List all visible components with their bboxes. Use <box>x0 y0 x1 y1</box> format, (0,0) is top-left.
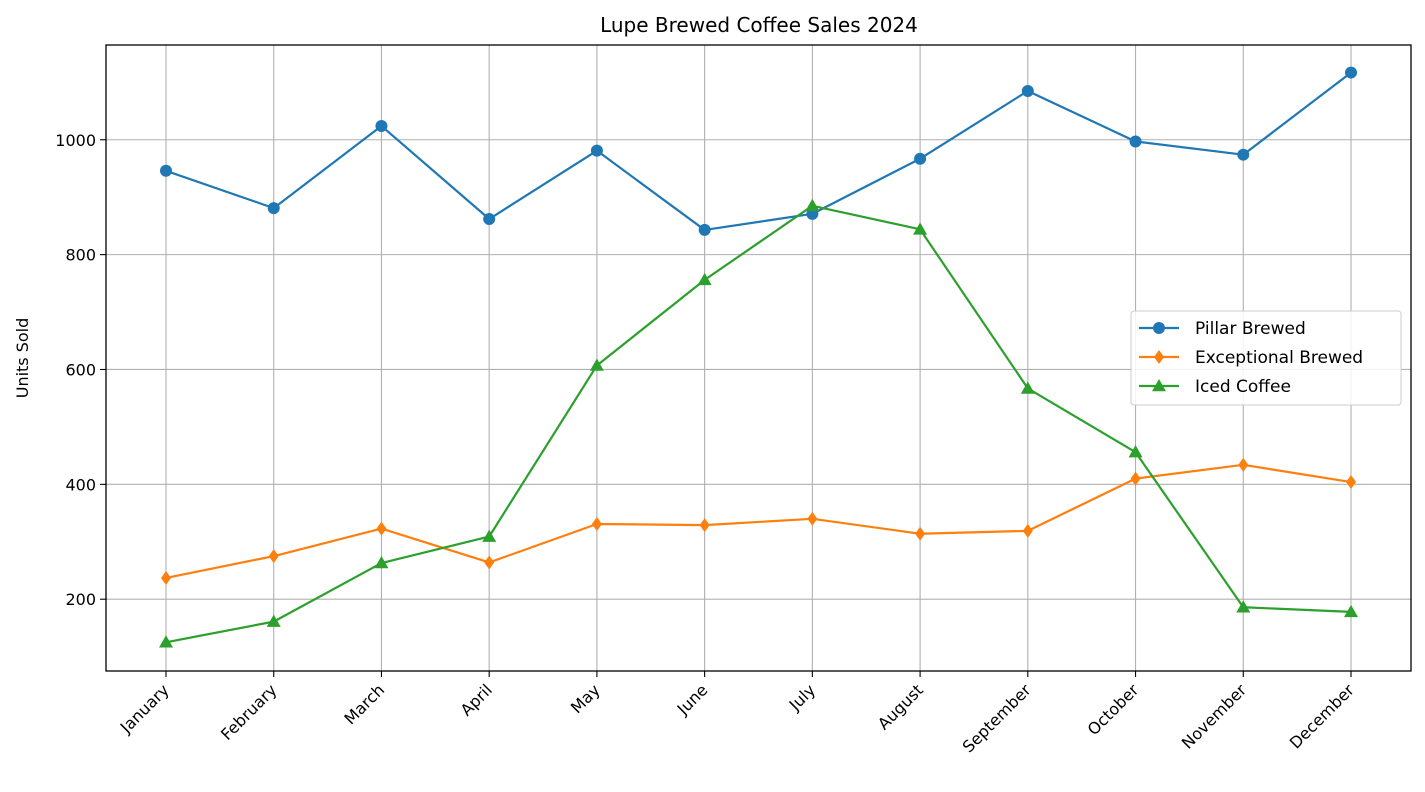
data-point-iced-coffee-december <box>1344 604 1358 618</box>
legend: Pillar Brewed Exceptional Brewed Iced Coff… <box>1130 310 1402 406</box>
x-tick-label-july: July <box>785 680 819 714</box>
data-point-pillar-brewed-april <box>483 213 496 226</box>
legend-marker-iced-coffee <box>1152 379 1166 392</box>
x-tick-label-february: February <box>217 680 281 744</box>
series-line-exceptional-brewed <box>165 463 1352 580</box>
y-axis-label: Units Sold <box>13 318 32 399</box>
x-tick-label-november: November <box>1178 680 1251 753</box>
data-point-exceptional-brewed-june <box>699 518 710 533</box>
plot-frame <box>105 44 1412 672</box>
data-point-exceptional-brewed-january <box>161 570 171 585</box>
legend-item-pillar-brewed: Pillar Brewed <box>1139 319 1306 339</box>
data-point-exceptional-brewed-february <box>268 549 279 564</box>
data-point-pillar-brewed-august <box>914 152 927 165</box>
x-tick-label-september: September <box>959 680 1035 756</box>
legend-item-iced-coffee: Iced Coffee <box>1139 377 1291 397</box>
data-point-pillar-brewed-february <box>267 202 280 215</box>
data-point-exceptional-brewed-december <box>1346 475 1356 490</box>
data-point-exceptional-brewed-november <box>1238 457 1249 472</box>
data-point-pillar-brewed-november <box>1237 148 1250 161</box>
y-tick-label-600: 600 <box>65 360 96 379</box>
data-point-iced-coffee-august <box>913 222 928 235</box>
legend-label-exceptional-brewed: Exceptional Brewed <box>1195 348 1363 368</box>
series-iced-coffee <box>159 198 1358 648</box>
y-tick-label-800: 800 <box>65 246 96 265</box>
data-point-pillar-brewed-january <box>160 164 172 177</box>
data-point-iced-coffee-october <box>1128 445 1143 458</box>
data-point-exceptional-brewed-september <box>1022 523 1033 538</box>
data-point-pillar-brewed-october <box>1129 135 1142 148</box>
data-point-exceptional-brewed-october <box>1130 471 1141 486</box>
data-point-pillar-brewed-may <box>590 144 603 157</box>
data-point-pillar-brewed-december <box>1345 66 1357 79</box>
chart-title: Lupe Brewed Coffee Sales 2024 <box>600 13 918 37</box>
legend-marker-pillar-brewed <box>1153 322 1165 334</box>
data-point-pillar-brewed-march <box>375 119 388 132</box>
y-tick-label-200: 200 <box>65 590 96 609</box>
series-line-iced-coffee <box>165 204 1352 644</box>
legend-box <box>1130 310 1402 406</box>
data-point-pillar-brewed-june <box>698 223 711 236</box>
y-tick-label-1000: 1000 <box>55 131 96 150</box>
x-tick-label-april: April <box>457 680 496 719</box>
data-point-iced-coffee-february <box>266 614 281 627</box>
series-exceptional-brewed <box>161 457 1356 585</box>
y-axis-ticks: 200 400 600 800 1000 <box>55 131 106 609</box>
legend-label-iced-coffee: Iced Coffee <box>1195 377 1291 397</box>
data-point-iced-coffee-may <box>589 358 604 371</box>
series-layer <box>159 66 1358 648</box>
legend-item-exceptional-brewed: Exceptional Brewed <box>1139 348 1363 368</box>
data-point-iced-coffee-september <box>1020 381 1035 394</box>
data-point-exceptional-brewed-july <box>807 511 818 526</box>
x-tick-label-october: October <box>1084 680 1143 739</box>
legend-label-pillar-brewed: Pillar Brewed <box>1195 319 1306 339</box>
data-point-iced-coffee-january <box>159 635 173 648</box>
x-tick-label-january: January <box>116 680 173 737</box>
data-point-exceptional-brewed-august <box>915 526 926 541</box>
data-point-exceptional-brewed-march <box>376 521 387 536</box>
legend-marker-exceptional-brewed <box>1154 350 1164 364</box>
x-tick-label-august: August <box>874 680 927 733</box>
x-tick-label-may: May <box>567 680 604 717</box>
data-point-exceptional-brewed-april <box>484 555 495 570</box>
data-point-iced-coffee-april <box>482 529 497 542</box>
data-point-iced-coffee-july <box>805 198 820 212</box>
data-point-exceptional-brewed-may <box>591 516 602 531</box>
y-tick-label-400: 400 <box>65 475 96 494</box>
x-axis-ticks: January February March April May June July Augu… <box>116 671 1358 756</box>
series-line-pillar-brewed <box>165 71 1352 232</box>
data-point-iced-coffee-june <box>697 272 712 286</box>
x-tick-label-june: June <box>673 680 712 719</box>
data-point-pillar-brewed-september <box>1021 84 1034 97</box>
data-point-iced-coffee-march <box>374 556 389 569</box>
series-pillar-brewed <box>160 66 1357 236</box>
x-tick-label-december: December <box>1286 680 1358 752</box>
x-tick-label-march: March <box>340 680 388 728</box>
data-point-iced-coffee-november <box>1236 600 1251 613</box>
